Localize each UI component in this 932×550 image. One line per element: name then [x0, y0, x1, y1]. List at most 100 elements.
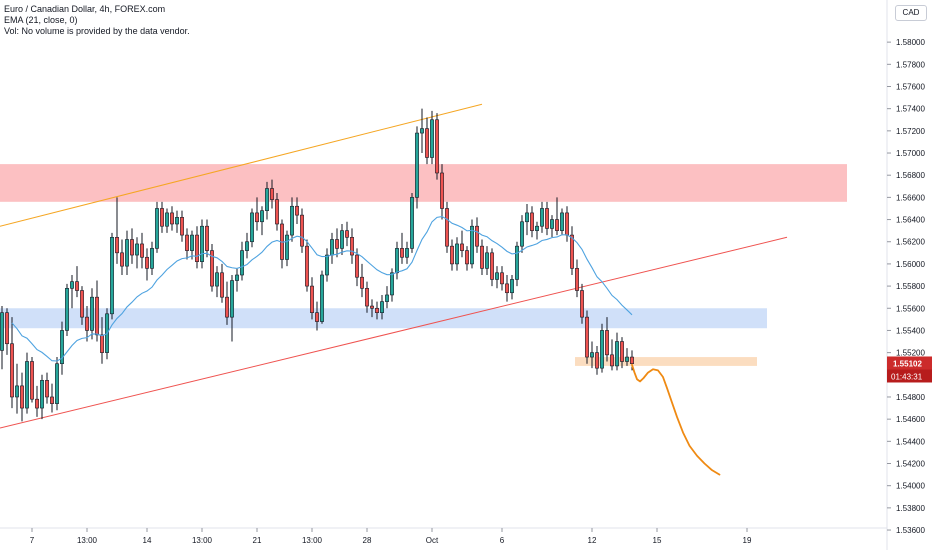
- candle-up: [330, 239, 334, 256]
- currency-button[interactable]: CAD: [895, 5, 927, 21]
- candle-down: [185, 234, 189, 251]
- candle-down: [365, 288, 369, 307]
- candle-down: [10, 343, 14, 398]
- price-axis-background: [887, 0, 932, 550]
- price-tick-label: 1.56800: [896, 171, 925, 180]
- candle-up: [550, 219, 554, 229]
- candle-down: [305, 245, 309, 287]
- projection-layer: [631, 363, 721, 476]
- time-axis[interactable]: 7 13:00 14 13:00 21 13:00 28 Oct 6 12 15 19: [30, 528, 752, 545]
- candle-up: [320, 274, 324, 322]
- target-zone[interactable]: [575, 357, 757, 366]
- channel-lower-trendline[interactable]: [0, 236, 788, 429]
- candle-down: [35, 398, 39, 409]
- candle-down: [575, 268, 579, 291]
- candle-up: [265, 188, 269, 211]
- candle-down: [255, 212, 259, 223]
- candle-up: [430, 119, 434, 158]
- candle-up: [65, 288, 69, 331]
- last-price-label: 1.55102: [893, 359, 922, 368]
- candle-up: [495, 272, 499, 280]
- candle-up: [0, 312, 4, 351]
- candle-down: [610, 354, 614, 367]
- candle-up: [420, 128, 424, 134]
- candle-down: [120, 252, 124, 267]
- trendlines-layer: [0, 103, 788, 429]
- price-tick-label: 1.57200: [896, 127, 925, 136]
- candle-down: [500, 272, 504, 285]
- candle-up: [25, 361, 29, 409]
- candle-up: [230, 280, 234, 318]
- candle-down: [480, 245, 484, 269]
- candle-down: [210, 250, 214, 287]
- candle-down: [180, 217, 184, 236]
- time-tick-label: 13:00: [302, 536, 323, 545]
- chart-legend: Euro / Canadian Dollar, 4h, FOREX.com EM…: [4, 4, 190, 37]
- time-tick-label: 6: [500, 536, 505, 545]
- projection-path[interactable]: [631, 363, 721, 476]
- candle-down: [295, 205, 299, 216]
- candle-down: [75, 281, 79, 291]
- candle-down: [570, 234, 574, 269]
- candle-down: [5, 312, 9, 345]
- candle-up: [125, 239, 129, 267]
- candle-down: [555, 219, 559, 231]
- candle-up: [470, 225, 474, 265]
- time-tick-label: 15: [653, 536, 662, 545]
- price-tick-label: 1.56000: [896, 260, 925, 269]
- channel-upper-trendline[interactable]: [0, 103, 483, 227]
- candle-up: [150, 248, 154, 269]
- candles-layer: [0, 108, 634, 422]
- time-axis-background: [0, 528, 887, 550]
- price-tick-label: 1.54800: [896, 393, 925, 402]
- candle-down: [605, 330, 609, 356]
- candle-up: [615, 341, 619, 367]
- resistance-zone[interactable]: [0, 164, 847, 202]
- candle-down: [450, 245, 454, 265]
- candle-up: [535, 225, 539, 231]
- candle-down: [225, 296, 229, 318]
- candle-down: [335, 239, 339, 249]
- candle-up: [200, 225, 204, 262]
- candle-down: [595, 352, 599, 369]
- price-tick-label: 1.54600: [896, 415, 925, 424]
- price-tick-label: 1.57800: [896, 60, 925, 69]
- candle-up: [325, 254, 329, 276]
- candle-down: [20, 385, 24, 409]
- price-tick-label: 1.55600: [896, 304, 925, 313]
- candle-down: [80, 290, 84, 318]
- time-tick-label: Oct: [426, 536, 439, 545]
- symbol-title[interactable]: Euro / Canadian Dollar, 4h, FOREX.com: [4, 4, 166, 14]
- candle-up: [625, 356, 629, 362]
- time-tick-label: 13:00: [77, 536, 98, 545]
- time-tick-label: 12: [588, 536, 597, 545]
- candle-up: [455, 243, 459, 265]
- candle-down: [465, 250, 469, 265]
- volume-indicator-label[interactable]: Vol: No volume is provided by the data v…: [4, 26, 190, 36]
- price-axis[interactable]: 1.53600 1.53800 1.54000 1.54200 1.54400 1.546…: [887, 38, 925, 535]
- candle-up: [55, 363, 59, 404]
- price-tick-label: 1.54000: [896, 482, 925, 491]
- candle-up: [395, 248, 399, 274]
- candle-up: [340, 230, 344, 249]
- candle-down: [100, 334, 104, 353]
- candle-down: [205, 225, 209, 251]
- time-tick-label: 19: [743, 536, 752, 545]
- candle-down: [45, 380, 49, 398]
- candle-up: [540, 208, 544, 227]
- price-tick-label: 1.53800: [896, 504, 925, 513]
- price-tick-label: 1.53600: [896, 526, 925, 535]
- candle-down: [545, 208, 549, 229]
- countdown-label: 01:43:31: [891, 372, 923, 381]
- price-tick-label: 1.55200: [896, 349, 925, 358]
- support-zone[interactable]: [0, 308, 767, 329]
- candle-down: [375, 307, 379, 314]
- candle-up: [290, 205, 294, 236]
- last-price-badge: [887, 356, 932, 370]
- ema-indicator-label[interactable]: EMA (21, close, 0): [4, 15, 78, 25]
- candle-up: [165, 212, 169, 227]
- price-tick-label: 1.56600: [896, 193, 925, 202]
- candle-down: [130, 239, 134, 256]
- price-tick-label: 1.56200: [896, 238, 925, 247]
